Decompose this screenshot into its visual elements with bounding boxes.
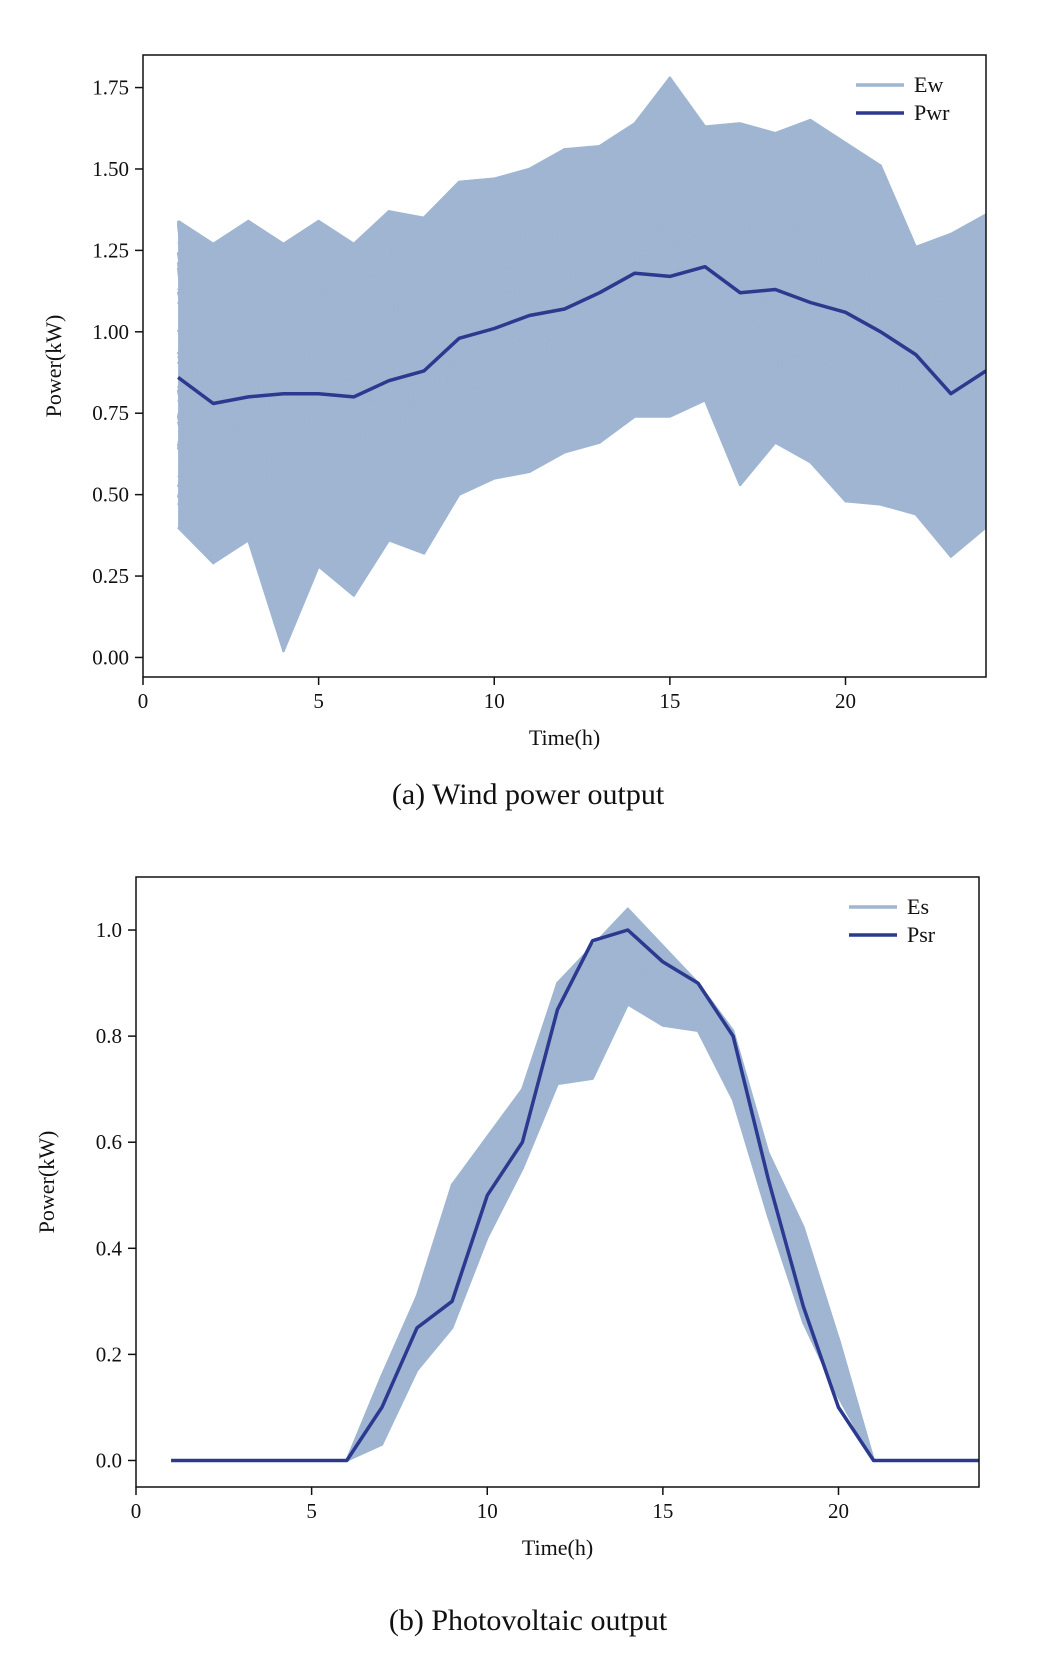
scenario-line [177,143,986,541]
plot-area [171,907,979,1463]
legend-label-reference: Psr [907,922,936,947]
y-tick-label: 0.6 [96,1130,122,1154]
y-tick-label: 0.75 [92,401,129,425]
x-tick-label: 20 [828,1499,849,1523]
x-tick-label: 10 [477,1499,498,1523]
plot-area [176,76,986,653]
reference-line [177,264,986,406]
scenario-line [177,398,986,653]
legend-label-scenarios: Es [907,894,929,919]
y-tick-label: 1.00 [92,320,129,344]
x-tick-label: 0 [138,689,149,713]
x-tick-label: 15 [652,1499,673,1523]
photovoltaic-caption: (b) Photovoltaic output [388,1604,668,1637]
plot-frame [135,876,980,1488]
y-tick-label: 0.0 [96,1448,122,1472]
y-tick-label: 0.8 [96,1024,122,1048]
y-tick-label: 1.50 [92,157,129,181]
y-axis-title: Power(kW) [41,315,66,418]
plot-frame [142,54,987,678]
x-tick-label: 0 [131,1499,142,1523]
y-tick-label: 1.0 [96,918,122,942]
y-tick-label: 0.2 [96,1342,122,1366]
scenario-line [176,158,986,587]
x-tick-label: 10 [484,689,505,713]
photovoltaic-chart: 0 5 10 15 20 0.0 0.2 0.4 0.6 0.8 1.0 Time(h) Power(k… [34,876,980,1560]
y-tick-label: 0.00 [92,645,129,669]
x-axis-title: Time(h) [529,725,600,750]
x-tick-label: 15 [659,689,680,713]
y-tick-label: 1.75 [92,76,129,100]
wind-power-caption: (a) Wind power output [391,778,665,811]
wind-power-figure: 0 5 10 15 20 0.00 0.25 0.50 0.75 1.00 1.25 1.50 1.75… [0,0,1056,830]
scenario-line [176,177,986,653]
y-tick-label: 0.25 [92,564,129,588]
scenario-line [176,146,986,543]
y-tick-label: 0.50 [92,483,129,507]
y-tick-label: 0.4 [96,1236,123,1260]
scenario-line [176,158,986,566]
wind-power-chart: 0 5 10 15 20 0.00 0.25 0.50 0.75 1.00 1.25 1.50 1.75… [41,54,987,750]
scenario-line [177,76,986,249]
y-axis-title: Power(kW) [34,1131,59,1234]
legend-label-scenarios: Ew [914,72,943,97]
scenario-line [176,118,986,524]
scenario-line [177,131,986,559]
x-axis-title: Time(h) [522,1535,593,1560]
photovoltaic-figure: 0 5 10 15 20 0.0 0.2 0.4 0.6 0.8 1.0 Time(h) Power(k… [0,830,1056,1665]
scenario-line [177,148,986,543]
y-tick-label: 1.25 [92,238,129,262]
x-tick-label: 5 [313,689,324,713]
x-tick-label: 20 [835,689,856,713]
legend-label-reference: Pwr [914,100,950,125]
x-tick-label: 5 [306,1499,317,1523]
reference-line [171,928,979,1463]
scenario-line [176,124,986,542]
